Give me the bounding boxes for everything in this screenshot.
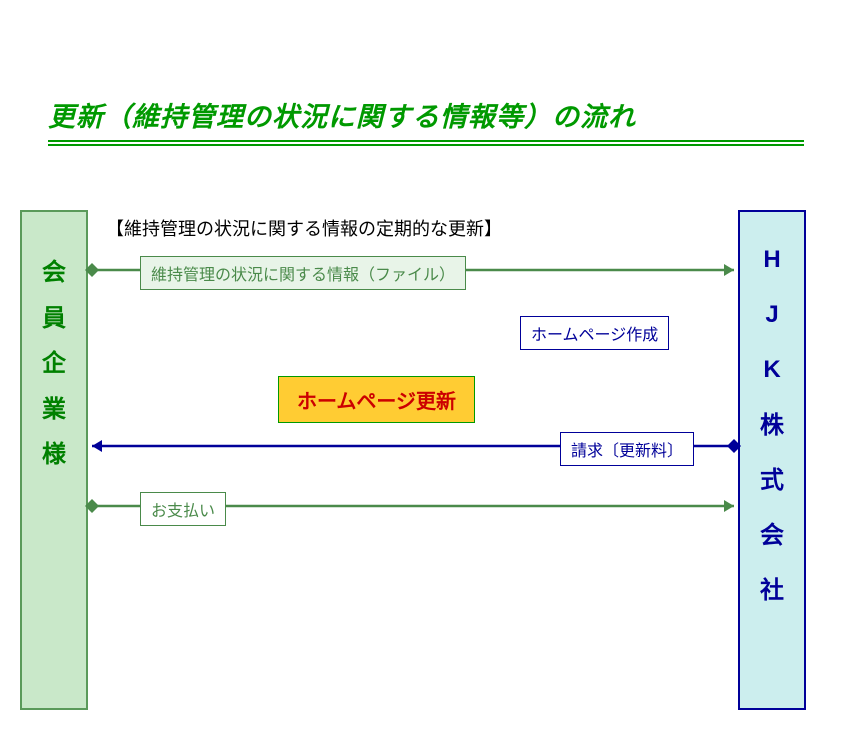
- page-title: 更新（維持管理の状況に関する情報等）の流れ: [48, 95, 636, 134]
- section-label: 【維持管理の状況に関する情報の定期的な更新】: [106, 215, 502, 241]
- title-underline: [48, 140, 804, 146]
- flow-label-3: お支払い: [140, 492, 226, 526]
- flow-label-1: ホームページ作成: [520, 316, 669, 350]
- highlight-box: ホームページ更新: [278, 376, 475, 423]
- flow-label-2: 請求〔更新料〕: [560, 432, 694, 466]
- right-entity-box: HJK株式会社: [738, 210, 806, 710]
- left-entity-box: 会員企業様: [20, 210, 88, 710]
- flow-label-0: 維持管理の状況に関する情報（ファイル）: [140, 256, 466, 290]
